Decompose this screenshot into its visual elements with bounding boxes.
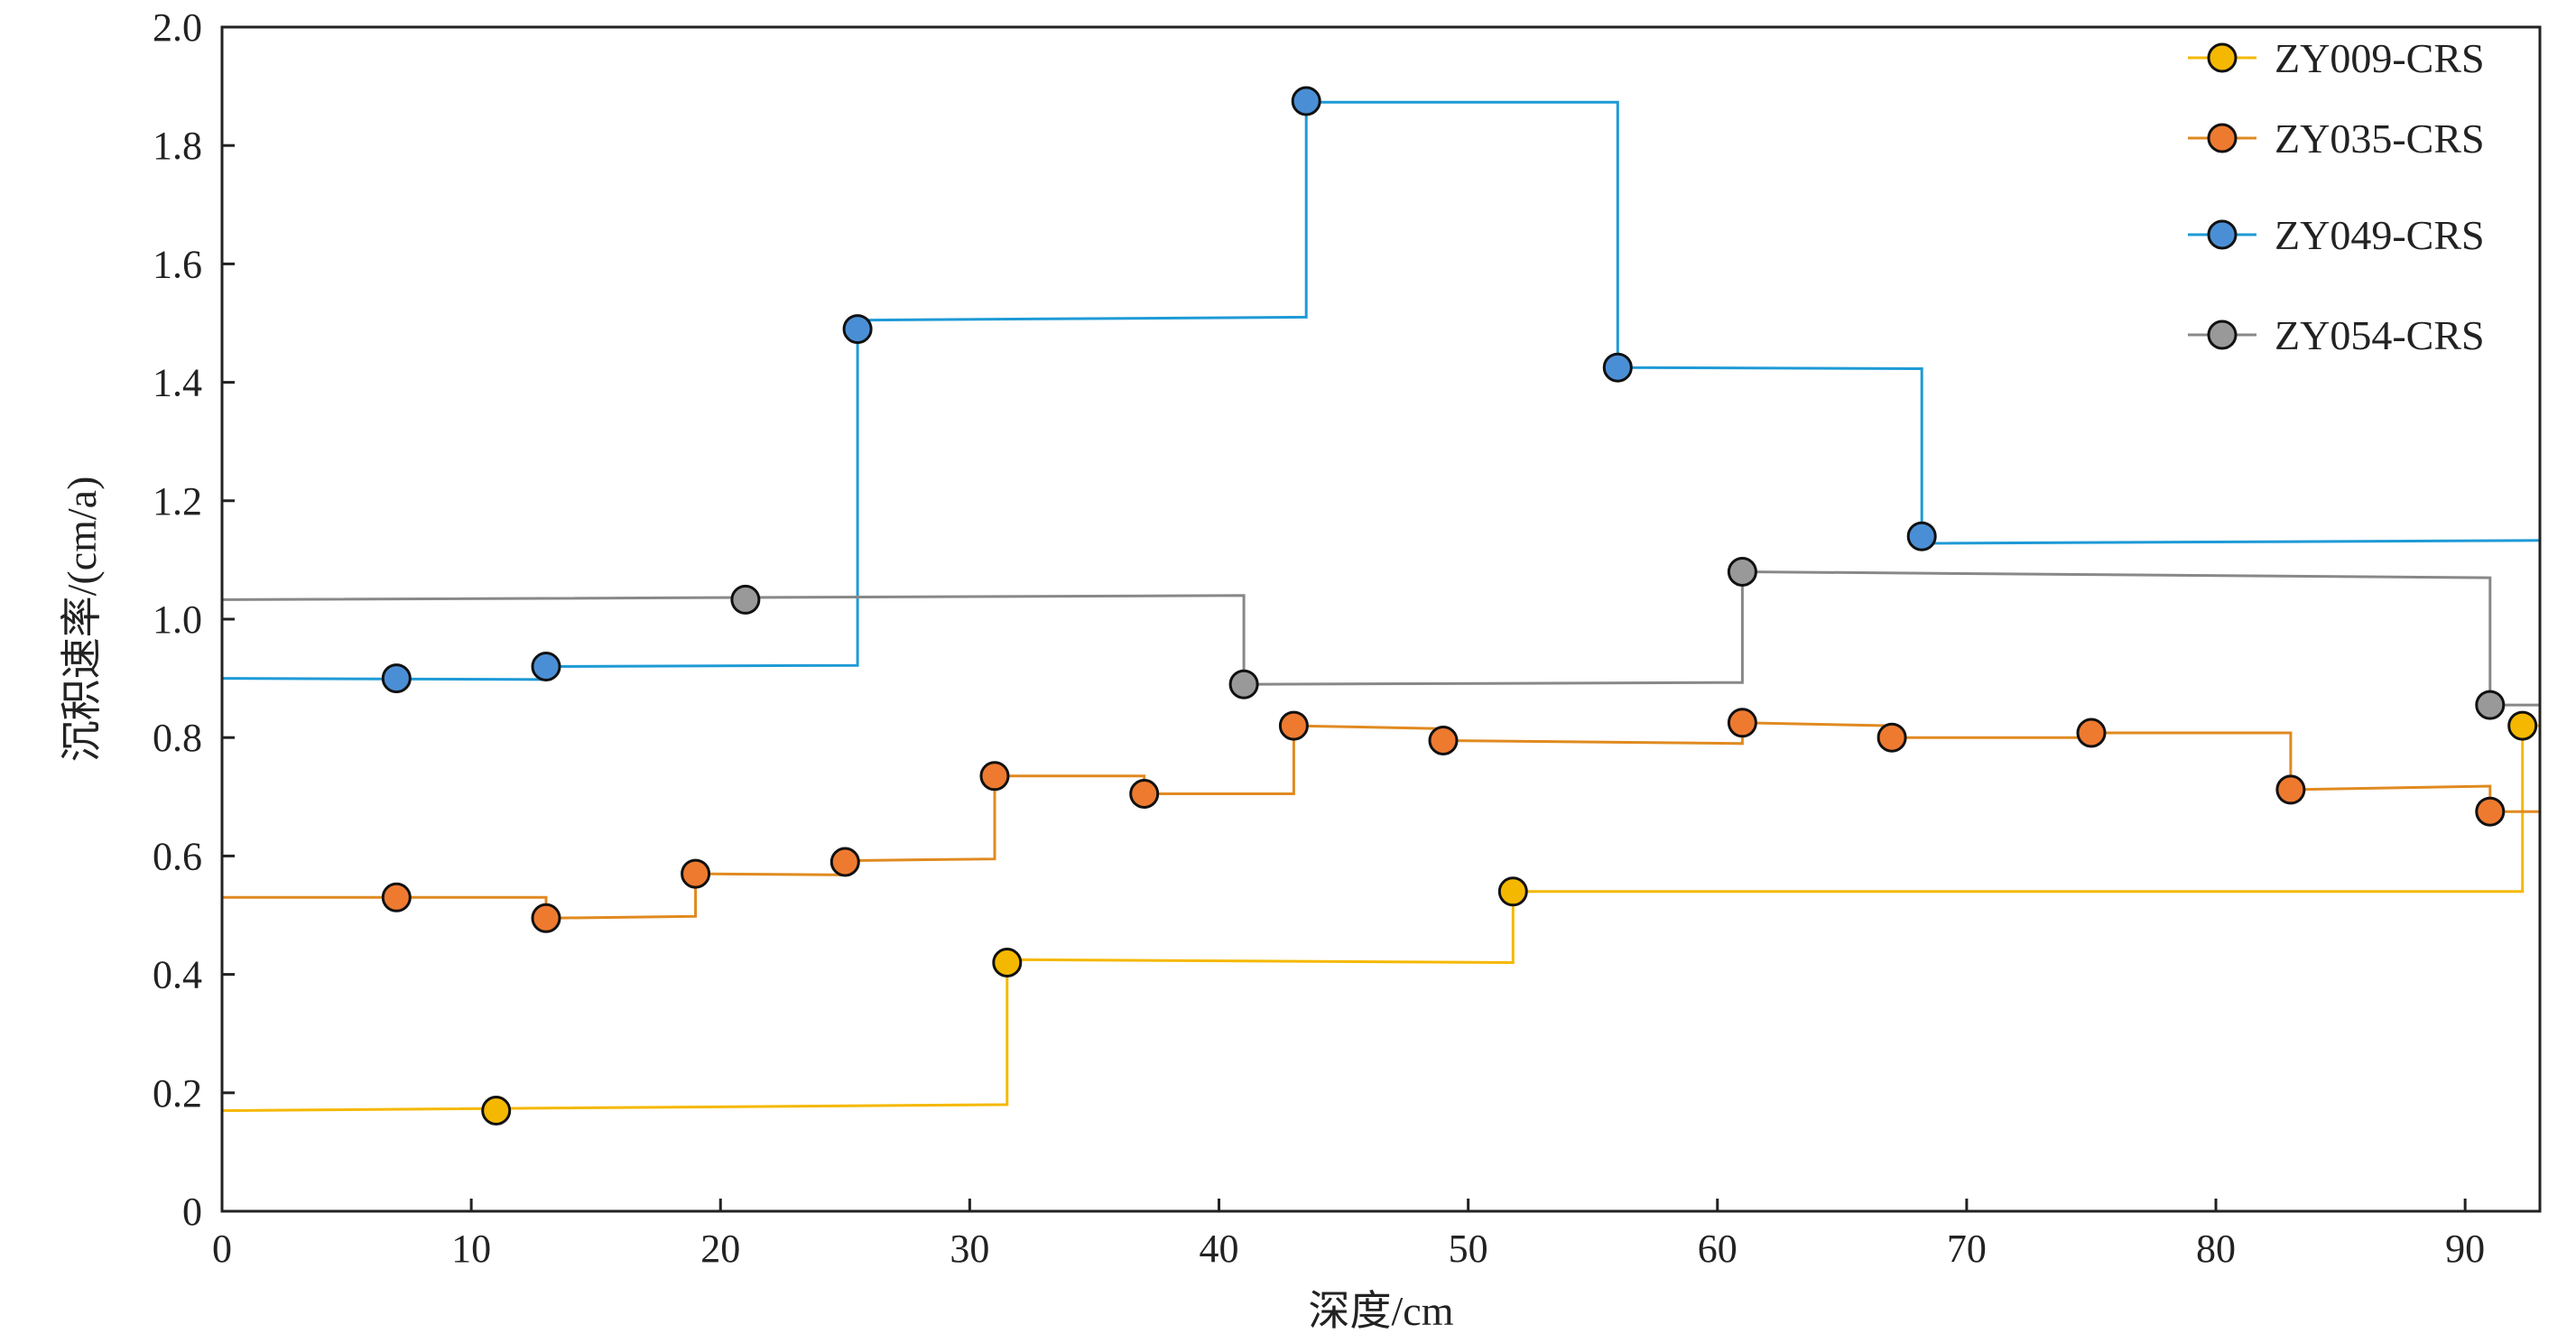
data-point-zy035-crs <box>1876 722 1907 753</box>
series-line-zy009-crs <box>221 724 2540 1112</box>
x-tick-label: 60 <box>1698 1227 1737 1271</box>
y-tick-label: 2.0 <box>153 5 202 50</box>
data-point-zy054-crs <box>1228 669 1259 699</box>
data-point-zy035-crs <box>1727 708 1757 738</box>
x-tick-label: 90 <box>2445 1227 2485 1271</box>
axes-layer <box>220 25 2542 1213</box>
x-tick-label: 10 <box>451 1227 491 1271</box>
data-point-zy035-crs <box>2076 718 2107 748</box>
y-tick-label: 1.2 <box>153 479 202 523</box>
legend-marker <box>2207 219 2238 250</box>
series-line-zy054-crs <box>221 570 2540 707</box>
y-tick-label: 1.4 <box>153 361 202 405</box>
legend-marker <box>2207 320 2238 350</box>
y-tick-label: 0.2 <box>153 1071 202 1116</box>
data-point-zy049-crs <box>842 314 873 345</box>
y-tick-label: 0.6 <box>153 834 202 878</box>
data-point-zy049-crs <box>381 663 412 694</box>
data-point-zy054-crs <box>730 584 761 615</box>
data-point-zy049-crs <box>531 652 561 681</box>
x-tick-label: 70 <box>1947 1227 1987 1271</box>
y-tick-label: 1.6 <box>153 242 202 286</box>
x-tick-label: 40 <box>1200 1227 1239 1271</box>
data-point-zy009-crs <box>992 948 1023 977</box>
plot-frame <box>220 25 2542 1213</box>
markers-layer <box>381 86 2538 1125</box>
data-point-zy035-crs <box>531 903 561 933</box>
x-tick-label: 50 <box>1449 1227 1488 1271</box>
data-point-zy035-crs <box>381 882 412 912</box>
data-point-zy035-crs <box>2475 796 2506 827</box>
y-tick-label: 1.8 <box>153 124 202 168</box>
y-axis-title: 沉积速率/(cm/a) <box>59 477 105 763</box>
legend-label: ZY054-CRS <box>2275 312 2485 358</box>
series-line-zy049-crs <box>221 100 2541 681</box>
ticks-layer: 0 10 20 30 40 50 60 70 80 90 0 0.2 0.4 0.6 0.8 1.0 1.2 1.… <box>153 5 2485 1271</box>
y-tick-label: 0 <box>182 1190 202 1234</box>
legend-marker <box>2207 123 2238 153</box>
y-tick-label: 0.8 <box>153 716 202 760</box>
x-tick-label: 0 <box>212 1227 232 1271</box>
series-layer <box>221 100 2541 1112</box>
legend-label: ZY049-CRS <box>2275 212 2485 258</box>
legend-item-zy009-crs: ZY009-CRS <box>2188 35 2485 81</box>
legend-label: ZY009-CRS <box>2275 35 2485 81</box>
series-line-zy035-crs <box>222 721 2540 920</box>
legend-item-zy054-crs: ZY054-CRS <box>2188 312 2485 358</box>
data-point-zy009-crs <box>2507 710 2538 741</box>
data-point-zy035-crs <box>1278 710 1309 741</box>
data-point-zy035-crs <box>829 847 860 877</box>
legend-item-zy035-crs: ZY035-CRS <box>2188 116 2485 162</box>
x-tick-label: 30 <box>950 1227 989 1271</box>
data-point-zy035-crs <box>681 858 711 889</box>
x-tick-label: 80 <box>2196 1227 2236 1271</box>
legend-marker <box>2207 42 2238 73</box>
data-point-zy009-crs <box>1497 876 1528 907</box>
y-tick-label: 1.0 <box>153 597 202 642</box>
y-tick-label: 0.4 <box>153 953 202 997</box>
data-point-zy035-crs <box>2275 774 2306 805</box>
data-point-zy049-crs <box>1291 86 1321 116</box>
data-point-zy054-crs <box>2475 690 2506 720</box>
data-point-zy009-crs <box>481 1096 512 1125</box>
x-axis-title: 深度/cm <box>1309 1288 1454 1334</box>
data-point-zy049-crs <box>1906 521 1937 551</box>
legend: ZY009-CRS ZY035-CRS ZY049-CRS ZY054-CRS <box>2188 35 2485 358</box>
data-point-zy035-crs <box>979 761 1010 792</box>
data-point-zy049-crs <box>1602 352 1633 383</box>
data-point-zy054-crs <box>1727 557 1757 587</box>
x-tick-label: 20 <box>700 1227 740 1271</box>
data-point-zy035-crs <box>1428 726 1459 755</box>
legend-item-zy049-crs: ZY049-CRS <box>2188 212 2485 258</box>
data-point-zy035-crs <box>1129 779 1160 809</box>
legend-label: ZY035-CRS <box>2275 116 2485 162</box>
